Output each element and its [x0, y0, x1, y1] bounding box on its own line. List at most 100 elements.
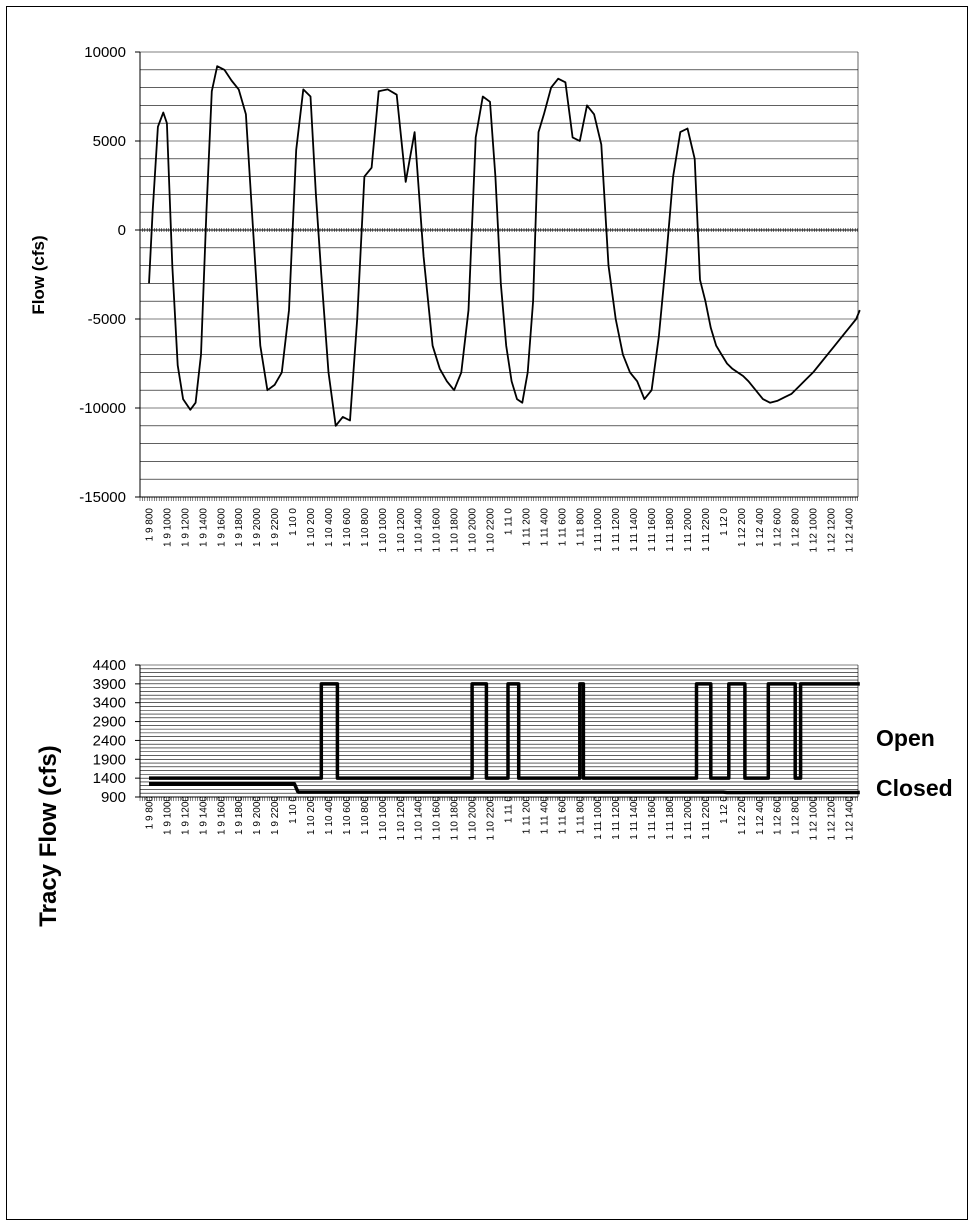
x-tick-label: 1 10 600 — [342, 508, 353, 547]
x-tick-label: 1 11 1600 — [647, 508, 658, 552]
x-tick-label: 1 11 200 — [521, 508, 532, 547]
x-tick-label: 1 9 1400 — [198, 796, 209, 835]
x-tick-label: 1 9 2000 — [252, 508, 263, 547]
x-tick-label: 1 11 2000 — [683, 796, 694, 840]
x-tick-label: 1 10 0 — [288, 508, 299, 536]
x-tick-label: 1 9 2200 — [270, 508, 281, 547]
x-tick-label: 1 11 800 — [575, 508, 586, 547]
x-tick-label: 1 10 1800 — [450, 508, 461, 553]
y-tick-label: 10000 — [84, 44, 126, 61]
series-line-2 — [149, 782, 860, 795]
y-tick-label: 3900 — [93, 676, 126, 693]
x-tick-label: 1 10 2000 — [468, 508, 479, 553]
chart1-gridlines — [140, 51, 858, 498]
y-tick-label: 1900 — [93, 751, 126, 768]
x-tick-label: 1 11 400 — [539, 508, 550, 547]
x-tick-label: 1 12 400 — [755, 796, 766, 835]
x-tick-label: 1 12 1000 — [809, 796, 820, 841]
x-axis-minor-ticks — [139, 497, 858, 501]
x-tick-label: 1 11 0 — [503, 508, 514, 535]
closed-annotation: Closed — [876, 775, 953, 801]
series-points-1 — [148, 683, 860, 779]
x-tick-label: 1 11 600 — [557, 508, 568, 547]
x-tick-label: 1 11 1000 — [593, 796, 604, 840]
x-tick-label: 1 10 1600 — [432, 508, 443, 553]
x-tick-label: 1 12 800 — [791, 796, 802, 835]
y-tick-label: 2900 — [93, 714, 126, 731]
x-tick-label: 1 11 1400 — [629, 508, 640, 552]
x-tick-label: 1 11 1400 — [629, 796, 640, 840]
y-tick-label: -5000 — [88, 311, 126, 328]
x-tick-label: 1 10 2200 — [486, 508, 497, 553]
x-tick-label: 1 9 1600 — [216, 796, 227, 835]
x-tick-label: 1 10 1200 — [396, 796, 407, 841]
x-tick-label: 1 11 1800 — [665, 508, 676, 552]
y-tick-label: -15000 — [79, 489, 126, 506]
x-tick-label: 1 10 0 — [288, 796, 299, 824]
x-tick-label: 1 10 800 — [360, 796, 371, 835]
x-tick-label: 1 11 2200 — [701, 796, 712, 840]
y-tick-label: 2400 — [93, 732, 126, 749]
x-tick-label: 1 9 1600 — [216, 508, 227, 547]
y-tick-label: 900 — [101, 789, 126, 806]
x-tick-label: 1 11 800 — [575, 796, 586, 835]
chart2-y-axis-label: Tracy Flow (cfs) — [35, 745, 62, 926]
flow-chart: Flow (cfs) 10000 5000 0 -5000 -10000 -15000 1 … — [29, 44, 861, 553]
x-tick-label: 1 12 0 — [719, 796, 730, 824]
x-tick-label: 1 9 1000 — [162, 796, 173, 835]
x-tick-label: 1 9 1800 — [234, 796, 245, 835]
x-tick-label: 1 9 1200 — [180, 508, 191, 547]
x-tick-label: 1 11 1600 — [647, 796, 658, 840]
x-tick-label: 1 10 1400 — [414, 796, 425, 841]
x-tick-label: 1 10 200 — [306, 796, 317, 835]
x-tick-label: 1 10 1200 — [396, 508, 407, 553]
y-tick-label: -10000 — [79, 400, 126, 417]
x-tick-label: 1 9 1200 — [180, 796, 191, 835]
series-points-2 — [148, 783, 860, 793]
x-tick-label: 1 11 1800 — [665, 796, 676, 840]
y-tick-label: 0 — [118, 222, 126, 239]
x-axis-minor-ticks — [139, 797, 858, 801]
x-tick-label: 1 9 1400 — [198, 508, 209, 547]
x-tick-label: 1 11 0 — [503, 796, 514, 823]
x-tick-label: 1 11 600 — [557, 796, 568, 835]
open-annotation: Open — [876, 725, 935, 751]
series-line-1 — [149, 682, 860, 780]
x-tick-label: 1 10 2200 — [486, 796, 497, 841]
x-tick-label: 1 12 800 — [791, 508, 802, 547]
x-tick-label: 1 9 800 — [144, 508, 155, 542]
y-tick-label: 1400 — [93, 770, 126, 787]
figure-frame — [6, 6, 968, 1220]
y-tick-label: 4400 — [93, 657, 126, 674]
x-tick-label: 1 12 400 — [755, 508, 766, 547]
x-tick-label: 1 11 2200 — [701, 508, 712, 552]
x-tick-label: 1 10 1400 — [414, 508, 425, 553]
chart2-gridlines — [140, 664, 858, 798]
x-tick-label: 1 10 800 — [360, 508, 371, 547]
tracy-flow-chart: Tracy Flow (cfs) Open Closed 4400 3900 340… — [35, 657, 953, 927]
x-tick-label: 1 12 1200 — [827, 508, 838, 553]
y-tick-label: 3400 — [93, 695, 126, 712]
x-tick-label: 1 9 2000 — [252, 796, 263, 835]
x-tick-label: 1 11 1200 — [611, 796, 622, 840]
x-tick-label: 1 11 200 — [521, 796, 532, 835]
x-tick-label: 1 11 1000 — [593, 508, 604, 552]
x-tick-label: 1 11 1200 — [611, 508, 622, 552]
x-tick-label: 1 12 1400 — [845, 796, 856, 841]
x-tick-label: 1 10 400 — [324, 796, 335, 835]
x-tick-label: 1 10 1000 — [378, 796, 389, 841]
x-tick-label: 1 10 1600 — [432, 796, 443, 841]
chart1-y-axis-label: Flow (cfs) — [29, 235, 48, 314]
x-tick-label: 1 12 0 — [719, 508, 730, 536]
y-tick-label: 5000 — [93, 133, 126, 150]
x-tick-label: 1 12 600 — [773, 796, 784, 835]
x-tick-label: 1 12 1400 — [845, 508, 856, 553]
series-points-1 — [148, 66, 860, 426]
x-tick-label: 1 10 2000 — [468, 796, 479, 841]
x-tick-label: 1 12 1000 — [809, 508, 820, 553]
x-tick-label: 1 12 200 — [737, 796, 748, 835]
x-tick-label: 1 10 1800 — [450, 796, 461, 841]
x-tick-label: 1 12 1200 — [827, 796, 838, 841]
x-tick-label: 1 10 1000 — [378, 508, 389, 553]
x-tick-label: 1 9 800 — [144, 796, 155, 830]
